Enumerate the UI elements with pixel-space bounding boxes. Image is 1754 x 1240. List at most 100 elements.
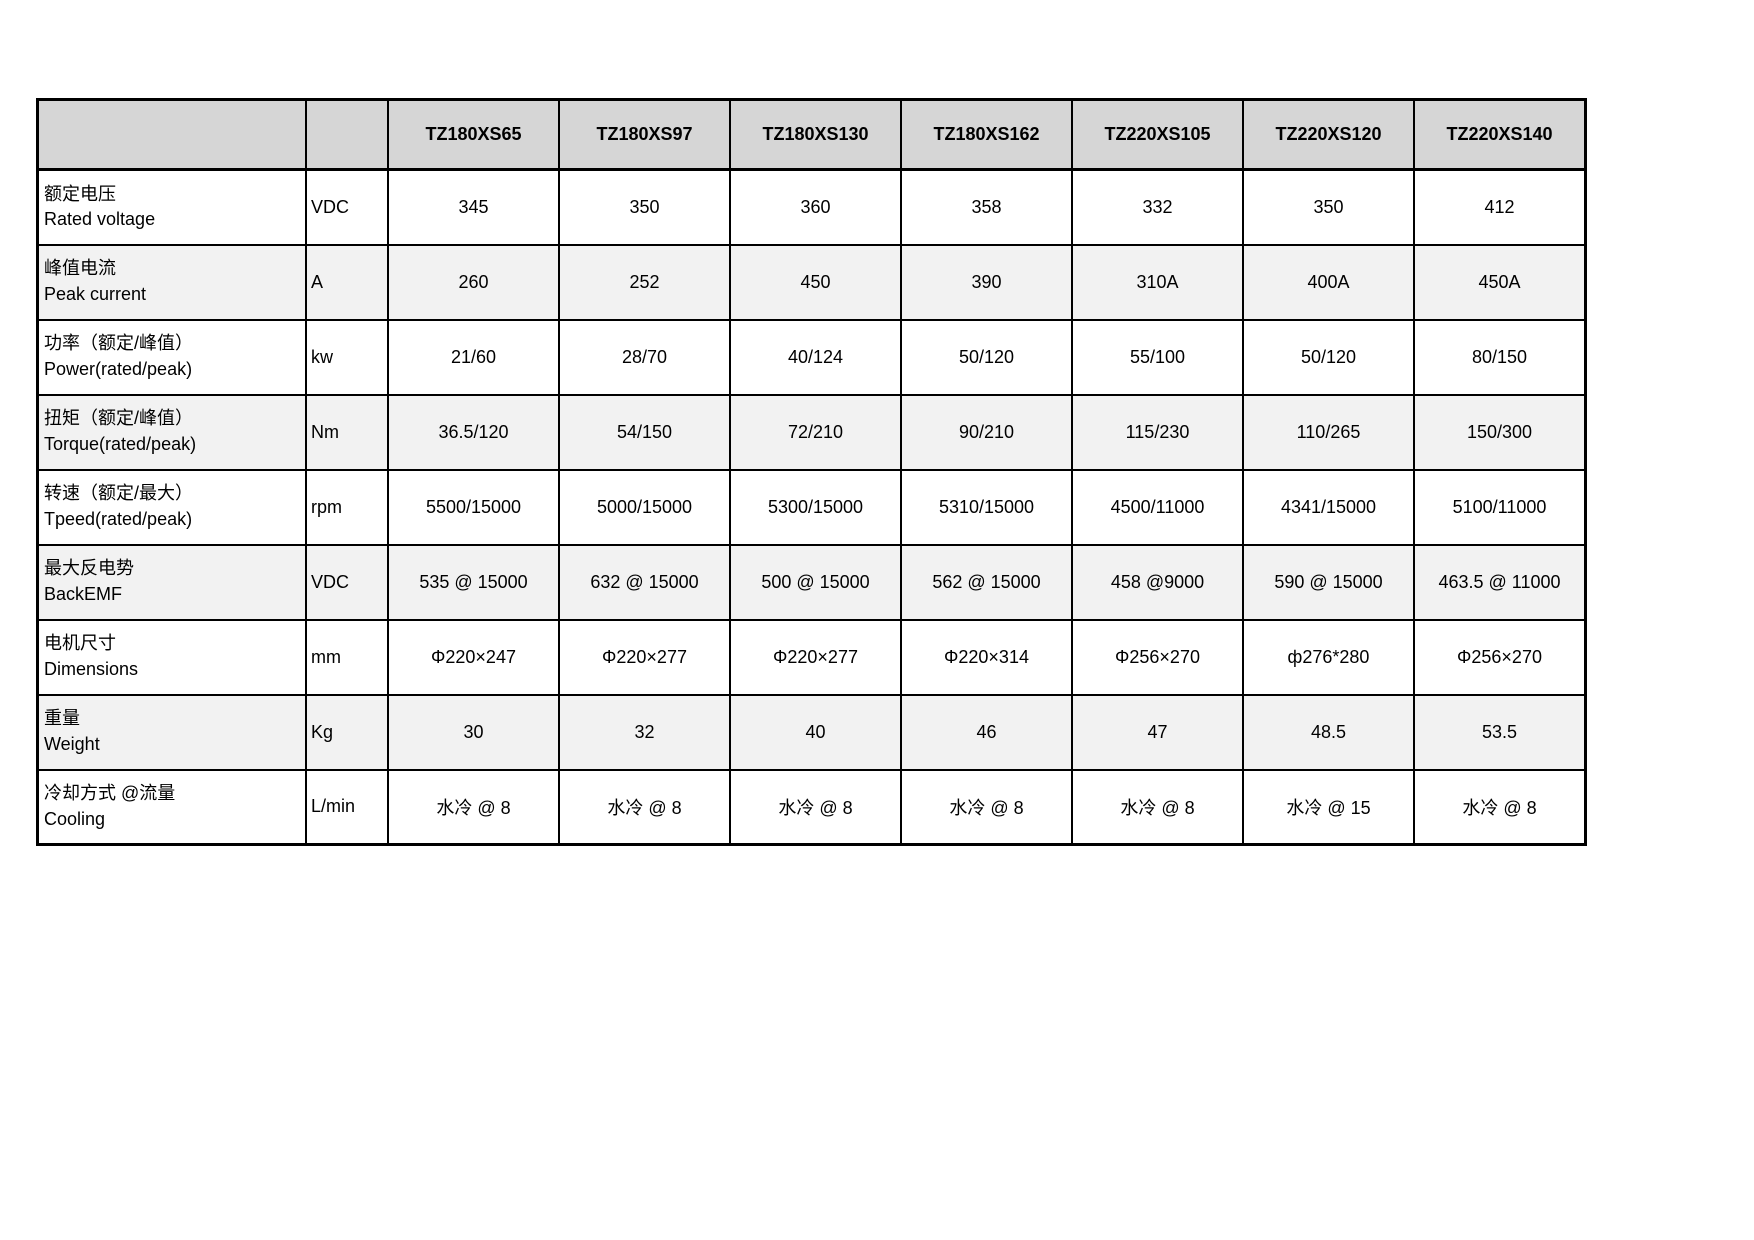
value-cell: 450A: [1413, 243, 1587, 321]
row-label-en: Peak current: [44, 284, 147, 304]
row-label-zh: 冷却方式 @流量: [44, 783, 176, 804]
value-cell: 5310/15000: [900, 468, 1073, 546]
value-cell: 632 @ 15000: [558, 543, 731, 621]
row-label-zh: 重量: [44, 708, 80, 729]
row-label: 最大反电势 BackEMF: [36, 543, 307, 621]
value-cell: 310A: [1071, 243, 1244, 321]
row-label-en: Weight: [44, 734, 100, 754]
value-cell: 水冷 @ 8: [1071, 768, 1244, 846]
value-cell: 55/100: [1071, 318, 1244, 396]
value-cell: Φ220×314: [900, 618, 1073, 696]
row-label: 额定电压 Rated voltage: [36, 168, 307, 246]
value-cell: 水冷 @ 15: [1242, 768, 1415, 846]
value-cell: Φ220×277: [729, 618, 902, 696]
row-label: 电机尺寸 Dimensions: [36, 618, 307, 696]
value-cell: 500 @ 15000: [729, 543, 902, 621]
value-cell: 390: [900, 243, 1073, 321]
model-header-tz180xs162: TZ180XS162: [900, 98, 1073, 171]
value-cell: 54/150: [558, 393, 731, 471]
value-cell: 5100/11000: [1413, 468, 1587, 546]
value-cell: 458 @9000: [1071, 543, 1244, 621]
value-cell: 332: [1071, 168, 1244, 246]
value-cell: 46: [900, 693, 1073, 771]
row-label-zh: 功率（额定/峰值）: [44, 333, 194, 354]
row-label: 转速（额定/最大） Tpeed(rated/peak): [36, 468, 307, 546]
model-header-tz220xs140: TZ220XS140: [1413, 98, 1587, 171]
row-label-en: Cooling: [44, 808, 106, 829]
value-cell: Φ220×277: [558, 618, 731, 696]
value-cell: 36.5/120: [387, 393, 560, 471]
model-header-tz220xs120: TZ220XS120: [1242, 98, 1415, 171]
row-label-zh: 扭矩（额定/峰值）: [44, 408, 194, 429]
model-header-tz180xs65: TZ180XS65: [387, 98, 560, 171]
table-header: TZ180XS65 TZ180XS97 TZ180XS130 TZ180XS162 TZ…: [36, 98, 1587, 171]
row-label-en: Dimensions: [44, 659, 139, 679]
value-cell: 40/124: [729, 318, 902, 396]
value-cell: 72/210: [729, 393, 902, 471]
row-label-en: BackEMF: [44, 584, 123, 604]
spec-row: 重量 Weight Kg 30 32 40 46 47 48.5 53.5: [36, 693, 1587, 771]
value-cell: 53.5: [1413, 693, 1587, 771]
value-cell: 水冷 @ 8: [1413, 768, 1587, 846]
model-header-tz220xs105: TZ220XS105: [1071, 98, 1244, 171]
value-cell: 32: [558, 693, 731, 771]
model-header-tz180xs130: TZ180XS130: [729, 98, 902, 171]
unit-cell: Nm: [305, 393, 389, 471]
value-cell: 4341/15000: [1242, 468, 1415, 546]
value-cell: 水冷 @ 8: [729, 768, 902, 846]
unit-cell: Kg: [305, 693, 389, 771]
value-cell: 5300/15000: [729, 468, 902, 546]
row-label-en: Rated voltage: [44, 209, 156, 230]
value-cell: 90/210: [900, 393, 1073, 471]
row-label-zh: 额定电压: [44, 183, 116, 204]
row-label-zh: 转速（额定/最大）: [44, 483, 194, 504]
unit-cell: rpm: [305, 468, 389, 546]
unit-cell: L/min: [305, 768, 389, 846]
value-cell: 5500/15000: [387, 468, 560, 546]
row-label: 峰值电流 Peak current: [36, 243, 307, 321]
spec-row: 冷却方式 @流量 Cooling L/min 水冷 @ 8 水冷 @ 8 水冷 @ 8 水冷…: [36, 768, 1587, 846]
value-cell: ф276*280: [1242, 618, 1415, 696]
spec-row: 最大反电势 BackEMF VDC 535 @ 15000 632 @ 15000 500…: [36, 543, 1587, 621]
value-cell: Φ256×270: [1413, 618, 1587, 696]
value-cell: 4500/11000: [1071, 468, 1244, 546]
unit-cell: VDC: [305, 543, 389, 621]
model-header-tz180xs97: TZ180XS97: [558, 98, 731, 171]
value-cell: 水冷 @ 8: [387, 768, 560, 846]
value-cell: 115/230: [1071, 393, 1244, 471]
row-label: 扭矩（额定/峰值） Torque(rated/peak): [36, 393, 307, 471]
spec-row: 转速（额定/最大） Tpeed(rated/peak) rpm 5500/15000 5…: [36, 468, 1587, 546]
row-label: 功率（额定/峰值） Power(rated/peak): [36, 318, 307, 396]
motor-spec-table: TZ180XS65 TZ180XS97 TZ180XS130 TZ180XS162 TZ…: [36, 98, 1587, 846]
row-label-en: Tpeed(rated/peak): [44, 509, 193, 529]
value-cell: 590 @ 15000: [1242, 543, 1415, 621]
value-cell: 47: [1071, 693, 1244, 771]
unit-cell: A: [305, 243, 389, 321]
value-cell: 358: [900, 168, 1073, 246]
value-cell: 350: [558, 168, 731, 246]
header-row: TZ180XS65 TZ180XS97 TZ180XS130 TZ180XS162 TZ…: [36, 98, 1587, 171]
row-label-zh: 峰值电流: [44, 258, 116, 279]
value-cell: 21/60: [387, 318, 560, 396]
row-label: 冷却方式 @流量 Cooling: [36, 768, 307, 846]
value-cell: 535 @ 15000: [387, 543, 560, 621]
value-cell: 260: [387, 243, 560, 321]
spec-row: 电机尺寸 Dimensions mm Φ220×247 Φ220×277 Φ220×277…: [36, 618, 1587, 696]
row-label-en: Power(rated/peak): [44, 359, 193, 379]
value-cell: 562 @ 15000: [900, 543, 1073, 621]
row-label: 重量 Weight: [36, 693, 307, 771]
header-unit-cell: [305, 98, 389, 171]
value-cell: 40: [729, 693, 902, 771]
value-cell: 5000/15000: [558, 468, 731, 546]
value-cell: 360: [729, 168, 902, 246]
table-body: 额定电压 Rated voltage VDC 345 350 360 358 332 350 41…: [36, 168, 1587, 846]
value-cell: 252: [558, 243, 731, 321]
value-cell: 110/265: [1242, 393, 1415, 471]
spec-row: 额定电压 Rated voltage VDC 345 350 360 358 332 350 41…: [36, 168, 1587, 246]
value-cell: 80/150: [1413, 318, 1587, 396]
row-label-zh: 最大反电势: [44, 558, 134, 579]
value-cell: 400A: [1242, 243, 1415, 321]
spec-row: 功率（额定/峰值） Power(rated/peak) kw 21/60 28/70 40…: [36, 318, 1587, 396]
value-cell: 水冷 @ 8: [900, 768, 1073, 846]
value-cell: 150/300: [1413, 393, 1587, 471]
